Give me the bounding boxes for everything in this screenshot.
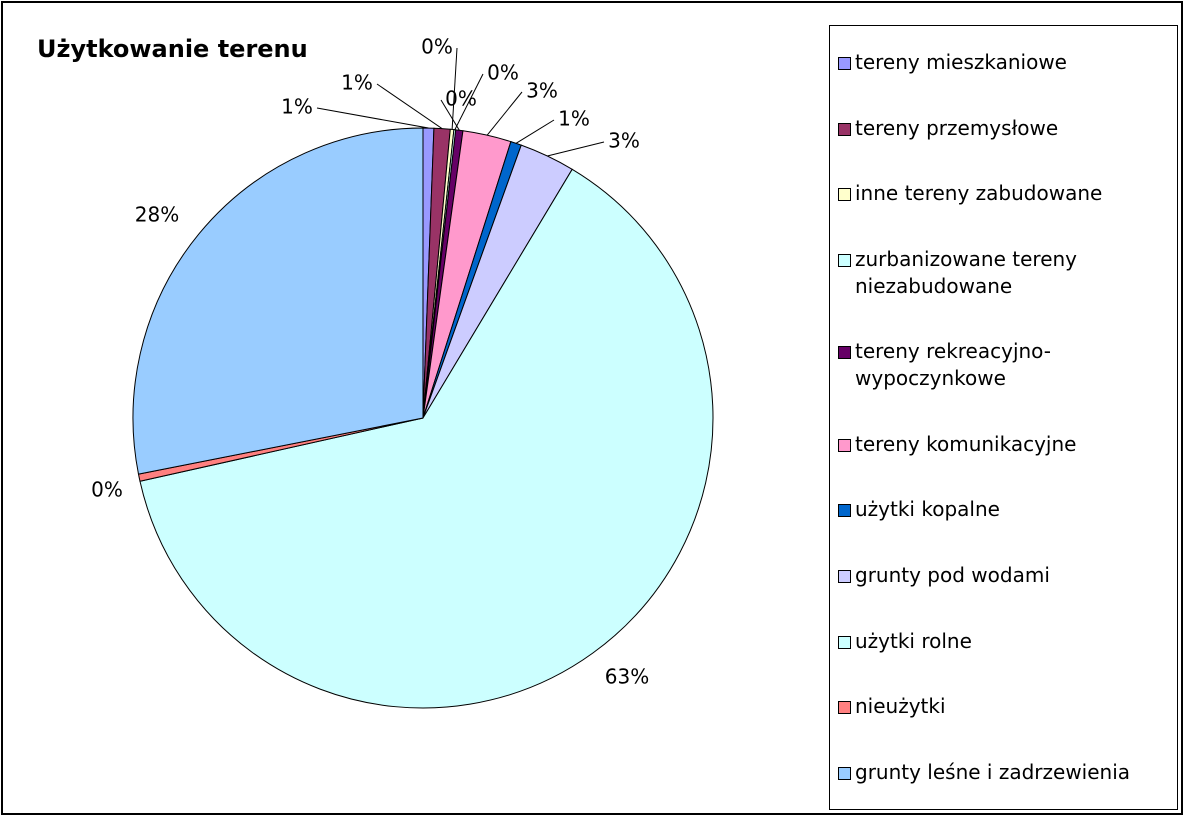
legend-entry: grunty leśne i zadrzewienia [838,759,1171,786]
data-label: 0% [91,478,123,502]
leader-line [547,141,605,157]
legend-swatch [838,701,851,715]
legend-label: grunty pod wodami [855,562,1050,587]
legend-swatch [838,188,851,202]
legend-swatch [838,569,851,583]
data-label: 28% [135,203,179,227]
legend-entry: użytki kopalne [838,496,1171,523]
legend-entry: tereny komunikacyjne [838,431,1171,458]
legend-entry: tereny rekreacyjno-wypoczynkowe [838,338,1171,392]
legend-entry: użytki rolne [838,628,1171,655]
data-label: 0% [445,87,477,111]
leader-line [486,91,523,136]
legend-label: inne tereny zabudowane [855,181,1103,206]
legend-label: użytki kopalne [855,497,1000,522]
legend-label: grunty leśne i zadrzewienia [855,759,1131,784]
data-label: 1% [341,71,373,95]
leader-line [451,47,458,130]
legend-label: użytki rolne [855,628,972,653]
legend: tereny mieszkaniowe tereny przemysłowe inn… [829,25,1178,810]
legend-swatch [838,635,851,649]
data-label: 63% [605,665,649,689]
data-label: 3% [526,79,558,103]
leader-line [316,107,429,129]
legend-label: tereny przemysłowe [855,115,1059,140]
leader-line [454,73,484,130]
leader-line [515,119,555,144]
pie-slice [139,168,714,709]
legend-label: tereny mieszkaniowe [855,50,1067,75]
legend-entry: tereny przemysłowe [838,115,1171,142]
pie-slice [132,127,424,475]
data-label: 1% [558,107,590,131]
legend-entry: inne tereny zabudowane [838,180,1171,207]
data-label: 1% [281,95,313,119]
chart-title: Użytkowanie terenu [37,35,308,63]
data-label: 0% [421,35,453,59]
leader-line [440,99,460,131]
legend-label: tereny komunikacyjne [855,431,1077,456]
legend-label: tereny rekreacyjno-wypoczynkowe [855,339,1052,391]
legend-swatch [838,346,851,360]
legend-entry: grunty pod wodami [838,562,1171,589]
legend-entry: zurbanizowane tereny niezabudowane [838,246,1171,300]
legend-swatch [838,438,851,452]
legend-swatch [838,766,851,780]
legend-swatch [838,253,851,267]
legend-label: nieużytki [855,694,946,719]
legend-entry: tereny mieszkaniowe [838,49,1171,76]
legend-swatch [838,504,851,518]
data-label: 3% [608,129,640,153]
data-label: 0% [487,61,519,85]
legend-swatch [838,57,851,71]
legend-entry: nieużytki [838,693,1171,720]
leader-line [376,83,443,130]
legend-label: zurbanizowane tereny niezabudowane [855,246,1078,298]
legend-swatch [838,122,851,136]
